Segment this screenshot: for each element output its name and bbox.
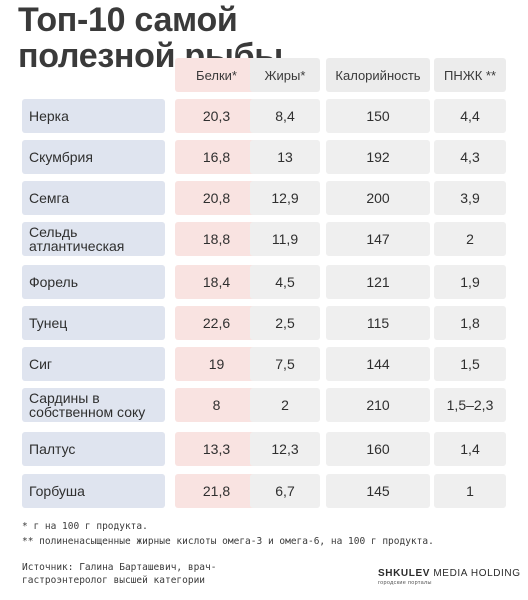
table-row: Палтус 13,3 12,3 160 1,4 [0,432,528,466]
fish-name: Скумбрия [22,140,165,174]
protein-value: 21,8 [175,474,258,508]
pufa-value: 1,8 [434,306,506,340]
protein-value: 22,6 [175,306,258,340]
fat-value: 4,5 [250,265,320,299]
header-protein: Белки* [175,58,258,92]
calories-value: 121 [326,265,430,299]
footnote-pufa: ** полиненасыщенные жирные кислоты омега… [22,536,434,547]
fish-name: Горбуша [22,474,165,508]
table-row: Нерка 20,3 8,4 150 4,4 [0,99,528,133]
protein-value: 8 [175,388,258,422]
protein-value: 20,3 [175,99,258,133]
header-calories: Калорийность [326,58,430,92]
fish-name: Сельдь атлантическая [22,222,165,256]
pufa-value: 4,3 [434,140,506,174]
logo-tagline: городские порталы [378,580,432,586]
header-fat: Жиры* [250,58,320,92]
logo-brand: SHKULEV [378,568,430,579]
fat-value: 12,9 [250,181,320,215]
calories-value: 144 [326,347,430,381]
pufa-value: 4,4 [434,99,506,133]
logo-suffix: MEDIA HOLDING [433,568,521,579]
table-row: Тунец 22,6 2,5 115 1,8 [0,306,528,340]
calories-value: 192 [326,140,430,174]
fat-value: 12,3 [250,432,320,466]
fat-value: 8,4 [250,99,320,133]
table-row: Семга 20,8 12,9 200 3,9 [0,181,528,215]
fish-name: Семга [22,181,165,215]
calories-value: 160 [326,432,430,466]
source-note: Источник: Галина Барташевич, врач-гастро… [22,562,217,586]
table-row: Скумбрия 16,8 13 192 4,3 [0,140,528,174]
page-title: Топ-10 самой полезной рыбы [18,1,284,75]
fat-value: 2,5 [250,306,320,340]
table-row: Сельдь атлантическая 18,8 11,9 147 2 [0,222,528,256]
protein-value: 20,8 [175,181,258,215]
fish-name: Нерка [22,99,165,133]
pufa-value: 1,9 [434,265,506,299]
fish-name: Тунец [22,306,165,340]
publisher-logo: SHKULEV MEDIA HOLDING городские порталы [378,568,520,586]
table-row: Горбуша 21,8 6,7 145 1 [0,474,528,508]
footnote-units: * г на 100 г продукта. [22,521,148,532]
protein-value: 16,8 [175,140,258,174]
table-row: Сиг 19 7,5 144 1,5 [0,347,528,381]
table-row: Сардины в собственном соку 8 2 210 1,5–2… [0,388,528,422]
calories-value: 145 [326,474,430,508]
fish-name: Палтус [22,432,165,466]
table-row: Форель 18,4 4,5 121 1,9 [0,265,528,299]
pufa-value: 1,5 [434,347,506,381]
fat-value: 7,5 [250,347,320,381]
protein-value: 18,8 [175,222,258,256]
calories-value: 200 [326,181,430,215]
calories-value: 147 [326,222,430,256]
fat-value: 13 [250,140,320,174]
fat-value: 11,9 [250,222,320,256]
pufa-value: 3,9 [434,181,506,215]
calories-value: 150 [326,99,430,133]
pufa-value: 2 [434,222,506,256]
fish-name: Форель [22,265,165,299]
protein-value: 19 [175,347,258,381]
protein-value: 18,4 [175,265,258,299]
pufa-value: 1,5–2,3 [434,388,506,422]
fish-name: Сардины в собственном соку [22,388,165,422]
fish-name: Сиг [22,347,165,381]
fat-value: 6,7 [250,474,320,508]
calories-value: 115 [326,306,430,340]
header-pufa: ПНЖК ** [434,58,506,92]
logo-wordmark: SHKULEV MEDIA HOLDING [378,568,520,579]
protein-value: 13,3 [175,432,258,466]
pufa-value: 1,4 [434,432,506,466]
pufa-value: 1 [434,474,506,508]
fat-value: 2 [250,388,320,422]
calories-value: 210 [326,388,430,422]
